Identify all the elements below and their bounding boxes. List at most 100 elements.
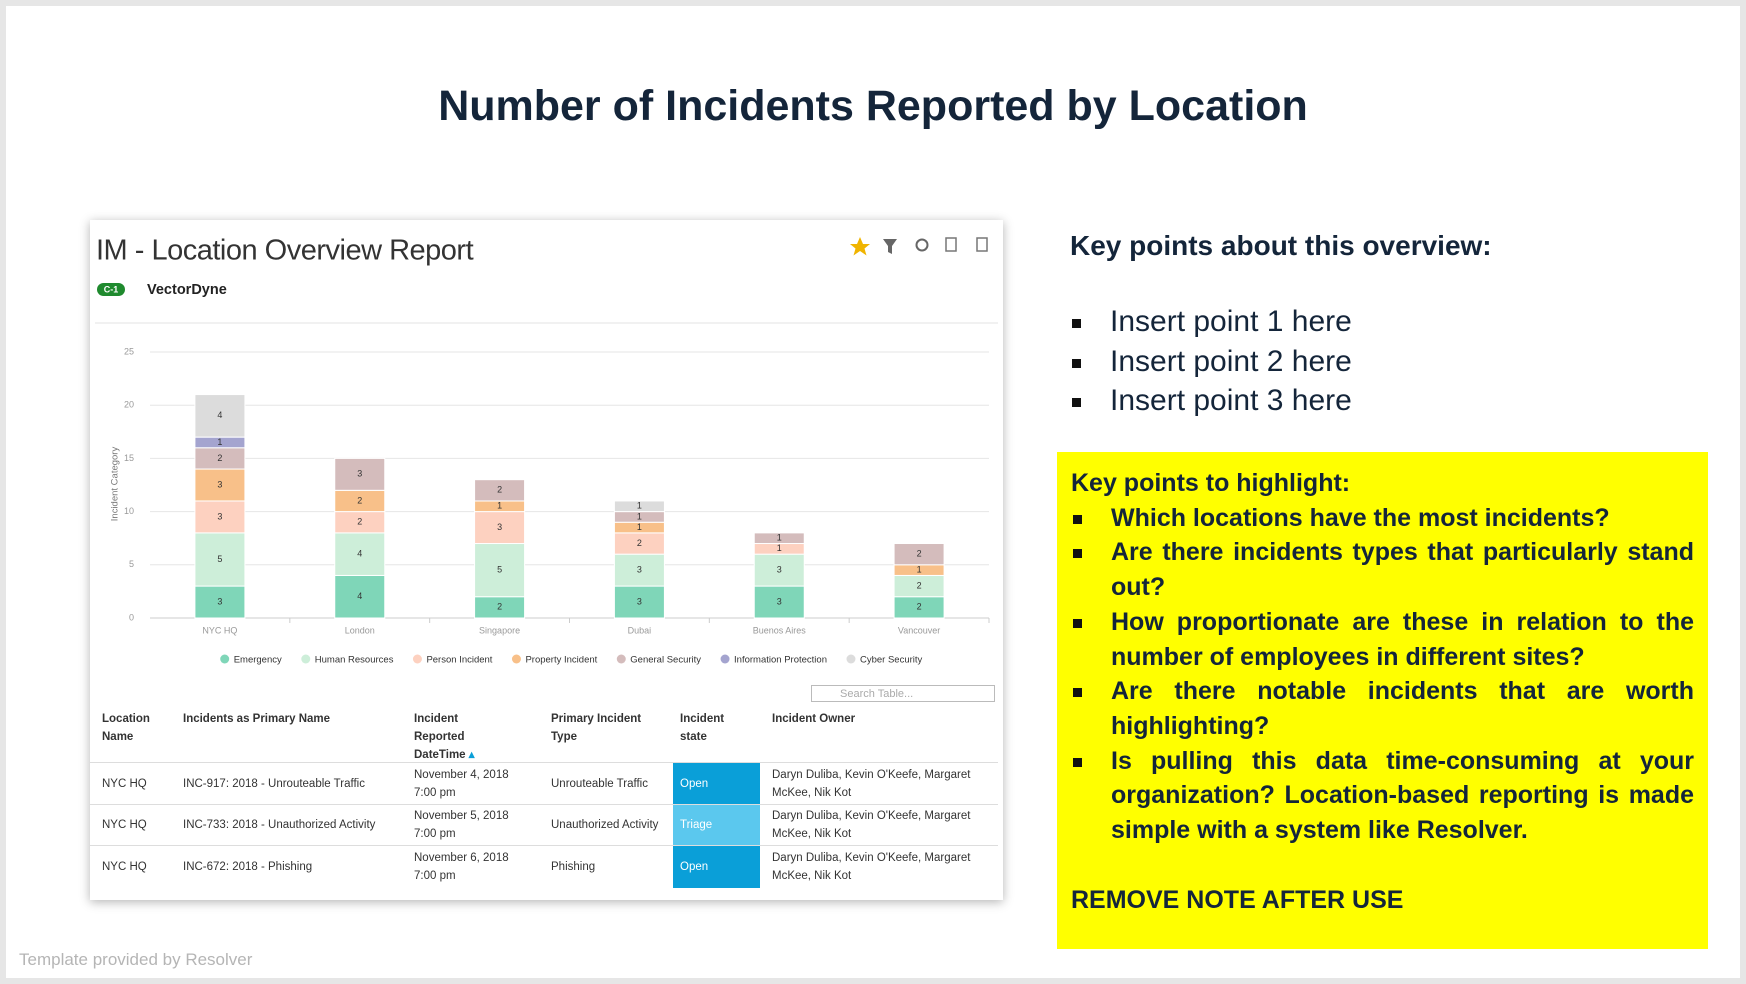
value-label: 1	[637, 511, 642, 521]
y-tick-label: 15	[124, 453, 134, 463]
legend-label: Emergency	[234, 655, 282, 666]
slide-title: Number of Incidents Reported by Location	[438, 82, 1308, 130]
legend-item[interactable]: Information Protection	[720, 654, 827, 666]
value-label: 5	[217, 554, 222, 564]
star-icon[interactable]	[850, 237, 870, 256]
chart: IM - Location Overview Report C-1 Vector…	[95, 235, 998, 666]
badge-text: C-1	[104, 284, 119, 294]
bar-segment	[613, 500, 665, 513]
value-label: 2	[637, 538, 642, 548]
value-label: 1	[777, 543, 782, 553]
export-icon[interactable]	[976, 237, 988, 252]
column-header: Incident Reported DateTime	[414, 710, 509, 764]
refresh-icon[interactable]	[915, 238, 929, 252]
legend-swatch	[511, 654, 521, 664]
legend-item[interactable]: General Security	[616, 654, 702, 666]
legend-item[interactable]: Property Incident	[511, 654, 598, 666]
report-title: IM - Location Overview Report	[96, 235, 474, 267]
search-box[interactable]: Search Table...	[811, 685, 995, 702]
bar-segment	[194, 468, 246, 502]
overview-list: Insert point 1 here Insert point 2 here In…	[1070, 305, 1352, 424]
table-cell: Daryn Duliba, Kevin O'Keefe, Margaret Mc…	[772, 851, 971, 882]
highlight-list: Which locations have the most incidents?…	[1071, 501, 1694, 848]
legend-swatch	[720, 654, 730, 664]
value-label: 5	[497, 564, 502, 574]
y-tick-label: 0	[129, 612, 134, 622]
highlight-point: Which locations have the most incidents?	[1071, 501, 1694, 536]
legend-swatch	[301, 654, 311, 664]
table-cell: NYC HQ	[102, 819, 147, 832]
badge	[97, 283, 125, 296]
legend-label: Information Protection	[734, 655, 827, 666]
y-tick-label: 25	[124, 346, 134, 356]
highlight-box: Key points to highlight: Which locations…	[1057, 452, 1708, 949]
bar-segment	[613, 553, 665, 587]
value-label: 3	[217, 479, 222, 489]
row-line	[90, 845, 998, 846]
bar-segment	[194, 585, 246, 619]
org-name: VectorDyne	[147, 282, 227, 298]
highlight-point: How proportionate are these in relation …	[1071, 605, 1694, 674]
value-label: 4	[357, 591, 362, 601]
overview-heading: Key points about this overview:	[1070, 230, 1492, 261]
y-tick-label: 20	[124, 400, 134, 410]
legend-swatch	[616, 654, 626, 664]
legend-swatch	[220, 654, 230, 664]
value-label: 2	[917, 580, 922, 590]
value-label: 2	[917, 549, 922, 559]
table-cell: Unrouteable Traffic	[551, 777, 648, 790]
export-icon[interactable]	[945, 237, 957, 252]
column-header: Incident state	[680, 713, 725, 743]
value-label: 1	[217, 437, 222, 447]
value-label: 3	[637, 596, 642, 606]
column-header: Location Name	[102, 713, 150, 743]
value-label: 2	[497, 485, 502, 495]
bar-segment	[334, 574, 386, 619]
x-tick-label: NYC HQ	[202, 625, 237, 635]
x-tick-label: Vancouver	[898, 625, 940, 635]
y-tick-label: 10	[124, 506, 134, 516]
value-label: 1	[637, 501, 642, 511]
x-tick-label: London	[345, 625, 375, 635]
legend-label: Cyber Security	[860, 655, 923, 666]
value-label: 3	[777, 564, 782, 574]
legend-item[interactable]: Human Resources	[301, 654, 394, 666]
bar-segment	[194, 500, 246, 534]
column-header: Primary Incident Type	[551, 713, 642, 743]
filter-icon[interactable]	[883, 239, 897, 254]
bar-segment	[334, 457, 386, 491]
value-label: 1	[497, 501, 502, 511]
table-cell: NYC HQ	[102, 777, 147, 790]
legend-swatch	[846, 654, 856, 664]
table-cell: Open	[673, 763, 760, 805]
overview-point: Insert point 2 here	[1070, 345, 1352, 385]
legend-item[interactable]: Emergency	[220, 654, 282, 666]
x-tick-label: Buenos Aires	[753, 625, 807, 635]
legend-item[interactable]: Cyber Security	[846, 654, 923, 666]
highlight-heading: Key points to highlight:	[1071, 469, 1351, 497]
value-label: 1	[917, 564, 922, 574]
table-cell: Unauthorized Activity	[551, 819, 659, 832]
footer: Template provided by Resolver	[19, 950, 253, 969]
table-cell: Daryn Duliba, Kevin O'Keefe, Margaret Mc…	[772, 768, 971, 799]
highlight-point: Is pulling this data time-consuming at y…	[1071, 744, 1694, 848]
table-cell: November 5, 2018 7:00 pm	[414, 810, 509, 841]
table-cell: Open	[673, 846, 760, 888]
table-cell: November 6, 2018 7:00 pm	[414, 851, 509, 882]
bar-segment	[893, 543, 945, 566]
row-line	[90, 803, 998, 805]
value-label: 4	[357, 549, 362, 559]
value-label: 2	[917, 602, 922, 612]
bar-segment	[474, 479, 526, 502]
table-cell: Phishing	[551, 860, 596, 873]
bar-segment	[474, 511, 526, 545]
legend-item[interactable]: Person Incident	[412, 654, 493, 666]
legend-label: General Security	[630, 655, 701, 666]
value-label: 3	[637, 564, 642, 574]
report-panel: IM - Location Overview Report C-1 Vector…	[90, 220, 1003, 900]
value-label: 3	[217, 511, 222, 521]
table-cell: INC-917: 2018 - Unrouteable Traffic	[183, 777, 365, 790]
table-cell: INC-672: 2018 - Phishing	[183, 860, 313, 873]
overview-point: Insert point 1 here	[1070, 305, 1352, 345]
